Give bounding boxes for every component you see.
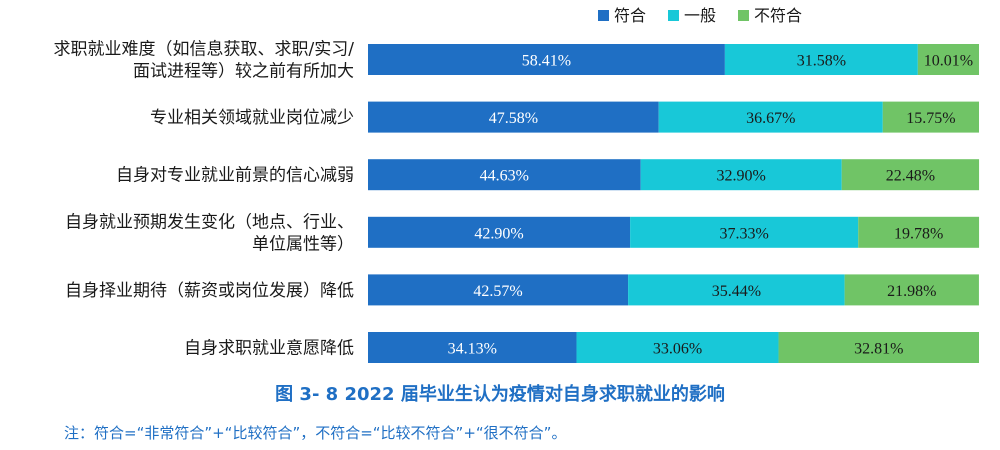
- data-label: 22.48%: [886, 168, 935, 185]
- data-label: 15.75%: [906, 110, 955, 127]
- category-label: 单位属性等）: [252, 234, 354, 254]
- data-label: 31.58%: [797, 53, 846, 70]
- bar-segment: [844, 274, 979, 306]
- figure-note: 注：符合=“非常符合”+“比较符合”，不符合=“比较不符合”+“很不符合”。: [64, 424, 567, 442]
- bar-segment: [630, 216, 859, 248]
- category-label: 求职就业难度（如信息获取、求职/实习/: [54, 40, 355, 60]
- bar-segment: [368, 332, 577, 363]
- data-label: 37.33%: [719, 225, 768, 242]
- data-label: 36.67%: [746, 110, 795, 127]
- bar-segment: [724, 44, 918, 75]
- legend-swatch: [598, 10, 609, 21]
- bar-segment: [576, 332, 779, 363]
- bar-segment: [368, 274, 629, 306]
- data-label: 10.01%: [924, 53, 973, 70]
- category-label: 自身对专业就业前景的信心减弱: [116, 166, 354, 186]
- data-label: 42.57%: [473, 283, 522, 300]
- bar-segment: [640, 159, 842, 191]
- bar-segment: [858, 216, 980, 248]
- bar-segment: [368, 44, 725, 75]
- legend-label: 符合: [614, 6, 646, 25]
- bar-segment: [368, 159, 641, 191]
- data-label: 44.63%: [480, 168, 529, 185]
- bar-segment: [841, 159, 980, 191]
- data-label: 35.44%: [712, 283, 761, 300]
- bar-segment: [368, 101, 659, 133]
- bar-segment: [368, 216, 631, 248]
- category-label: 专业相关领域就业岗位减少: [150, 108, 354, 128]
- category-label: 自身求职就业意愿降低: [184, 339, 354, 359]
- data-label: 47.58%: [489, 110, 538, 127]
- bar-segment: [778, 332, 979, 363]
- category-label: 自身择业期待（薪资或岗位发展）降低: [65, 281, 354, 301]
- legend-label: 一般: [684, 6, 716, 25]
- bar-segment: [658, 101, 883, 133]
- data-label: 21.98%: [887, 283, 936, 300]
- bar-segment: [628, 274, 845, 306]
- data-label: 58.41%: [522, 53, 571, 70]
- legend-swatch: [738, 10, 749, 21]
- category-label: 自身就业预期发生变化（地点、行业、: [65, 212, 354, 232]
- data-label: 32.81%: [854, 341, 903, 358]
- data-label: 19.78%: [894, 225, 943, 242]
- data-label: 32.90%: [717, 168, 766, 185]
- legend-swatch: [668, 10, 679, 21]
- figure-title: 图 3- 8 2022 届毕业生认为疫情对自身求职就业的影响: [275, 384, 725, 405]
- data-label: 33.06%: [653, 341, 702, 358]
- bar-segment: [917, 44, 979, 75]
- data-label: 42.90%: [474, 225, 523, 242]
- legend-label: 不符合: [754, 6, 802, 25]
- data-label: 34.13%: [448, 341, 497, 358]
- bar-segment: [882, 101, 979, 133]
- category-label: 面试进程等）较之前有所加大: [133, 62, 354, 82]
